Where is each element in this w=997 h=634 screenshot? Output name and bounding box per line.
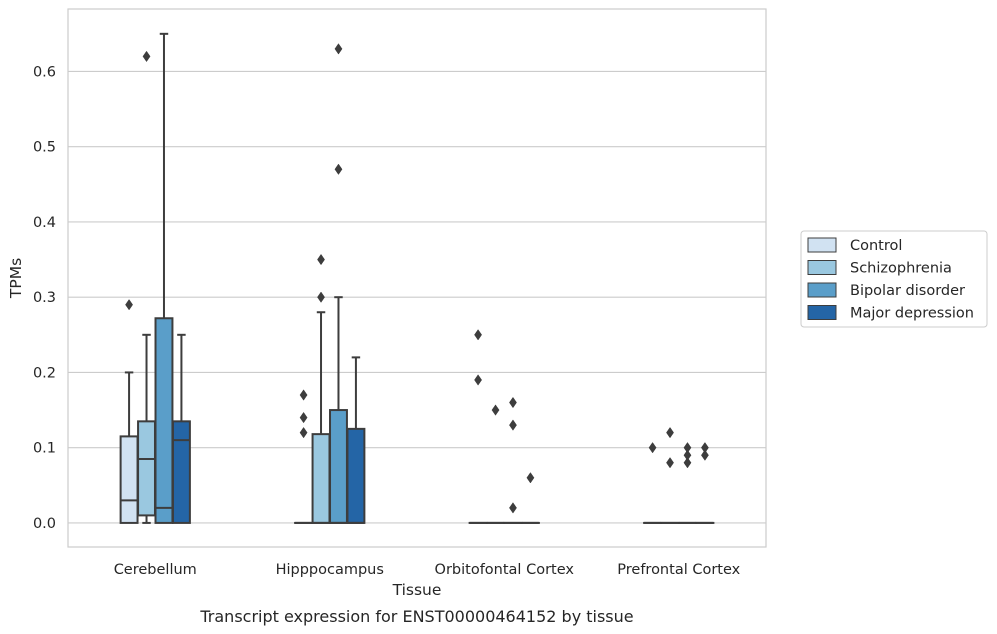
outlier-point bbox=[299, 389, 308, 401]
outlier-point bbox=[299, 426, 308, 439]
box-1-3 bbox=[660, 426, 680, 524]
outlier-point bbox=[474, 374, 482, 386]
y-tick-label: 0.0 bbox=[33, 516, 56, 532]
box-body bbox=[329, 409, 348, 524]
outlier-point bbox=[317, 291, 325, 303]
outlier-point bbox=[509, 419, 517, 431]
outlier-point bbox=[474, 329, 482, 341]
outlier-point bbox=[491, 404, 500, 416]
box-3-3 bbox=[695, 442, 715, 524]
box-plots bbox=[119, 32, 715, 524]
box-body bbox=[119, 435, 139, 524]
legend-swatch bbox=[807, 305, 837, 320]
x-tick-label: Hipppocampus bbox=[276, 562, 384, 578]
y-tick-label: 0.4 bbox=[33, 215, 56, 231]
x-axis-label: Tissue bbox=[392, 581, 442, 599]
box-1-2 bbox=[486, 404, 505, 524]
outlier-point bbox=[683, 457, 692, 469]
box-body bbox=[154, 317, 174, 524]
chart-caption: Transcript expression for ENST0000046415… bbox=[199, 607, 633, 626]
y-tick-label: 0.2 bbox=[33, 365, 56, 381]
box-0-2 bbox=[468, 329, 488, 524]
box-2-2 bbox=[503, 396, 523, 524]
outlier-point bbox=[666, 426, 674, 439]
y-tick-label: 0.1 bbox=[33, 441, 56, 457]
legend-label: Bipolar disorder bbox=[850, 283, 965, 299]
box-3-1 bbox=[346, 356, 366, 524]
legend-label: Major depression bbox=[850, 306, 974, 322]
box-3-2 bbox=[520, 472, 540, 524]
outlier-point bbox=[142, 50, 151, 63]
box-1-0 bbox=[137, 50, 156, 524]
outlier-point bbox=[701, 449, 709, 461]
box-2-3 bbox=[678, 442, 697, 524]
outlier-point bbox=[334, 43, 343, 55]
outlier-point bbox=[509, 396, 517, 409]
legend-swatch bbox=[807, 237, 837, 253]
box-body bbox=[137, 420, 156, 517]
box-2-1 bbox=[329, 43, 348, 524]
box-0-0 bbox=[119, 299, 139, 524]
outlier-point bbox=[125, 299, 133, 311]
legend-swatch bbox=[807, 260, 837, 275]
outlier-point bbox=[666, 457, 674, 469]
outlier-point bbox=[334, 163, 343, 175]
x-tick-labels: Cerebellum Hipppocampus Orbitofontal Corte… bbox=[114, 562, 741, 578]
y-tick-label: 0.3 bbox=[33, 290, 56, 306]
y-tick-labels: 0.0 0.1 0.2 0.3 0.4 0.5 0.6 bbox=[33, 64, 56, 531]
outlier-point bbox=[683, 449, 692, 461]
legend-swatch bbox=[807, 282, 837, 298]
x-tick-label: Orbitofontal Cortex bbox=[435, 562, 575, 578]
box-body bbox=[346, 427, 366, 524]
outlier-point bbox=[317, 253, 325, 266]
box-body bbox=[171, 420, 191, 524]
y-tick-label: 0.5 bbox=[33, 140, 56, 156]
outlier-point bbox=[299, 411, 308, 424]
legend-frame bbox=[800, 230, 988, 328]
outlier-point bbox=[683, 442, 692, 454]
legend: Control Schizophrenia Bipolar disorder Majo… bbox=[800, 230, 988, 328]
box-3-0 bbox=[171, 333, 191, 524]
legend-label: Schizophrenia bbox=[850, 261, 952, 277]
outlier-point bbox=[701, 442, 709, 454]
x-tick-label: Cerebellum bbox=[114, 562, 197, 578]
outlier-point bbox=[648, 442, 657, 454]
box-2-0 bbox=[154, 32, 174, 524]
box-0-1 bbox=[294, 389, 314, 524]
y-tick-label: 0.6 bbox=[33, 64, 56, 80]
outlier-point bbox=[509, 502, 517, 514]
box-body bbox=[311, 433, 331, 524]
outlier-point bbox=[526, 472, 535, 484]
plot-frame bbox=[67, 8, 767, 548]
y-axis-label: TPMs bbox=[7, 258, 25, 299]
box-0-3 bbox=[643, 442, 663, 524]
legend-label: Control bbox=[850, 238, 902, 254]
x-tick-label: Prefrontal Cortex bbox=[617, 562, 740, 578]
box-1-1 bbox=[311, 253, 331, 524]
